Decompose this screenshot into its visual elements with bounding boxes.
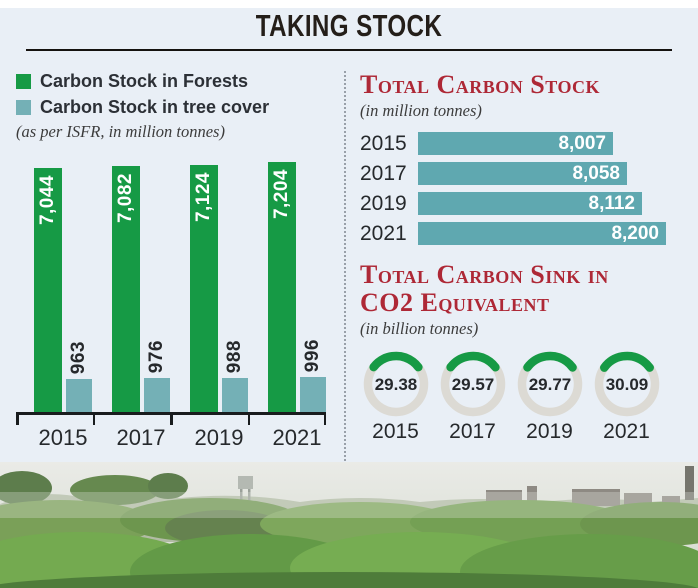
treecover-bar: 996 xyxy=(300,339,326,413)
donut-ring: 29.57 xyxy=(440,351,505,417)
stock-bar-row: 2017 8,058 xyxy=(360,161,690,186)
stock-year-label: 2017 xyxy=(360,161,407,185)
treecover-bar: 988 xyxy=(222,340,248,413)
stock-year-label: 2015 xyxy=(360,131,407,155)
axis-tick xyxy=(170,415,173,426)
bush xyxy=(0,572,698,588)
donut-gauge: 29.77 2019 xyxy=(514,349,585,444)
forest-bar: 7,204 xyxy=(268,162,296,413)
donut-value: 30.09 xyxy=(605,375,648,394)
donut-year-label: 2015 xyxy=(372,420,419,444)
forest-bar-value: 7,204 xyxy=(271,169,292,220)
treecover-bar: 963 xyxy=(66,341,92,413)
sink-title-line2: CO2 Equivalent xyxy=(360,288,550,318)
forest-bar: 7,124 xyxy=(190,165,218,413)
donut-ring: 30.09 xyxy=(594,351,659,417)
stock-bar: 8,007 xyxy=(418,132,613,156)
donut-ring: 29.77 xyxy=(517,351,582,417)
stock-bar: 8,058 xyxy=(418,162,627,186)
sink-title-line1: Total Carbon Sink in xyxy=(360,260,609,290)
forest-photo xyxy=(0,462,698,588)
isfr-note: (as per ISFR, in million tonnes) xyxy=(16,122,225,142)
donut-year-label: 2019 xyxy=(526,420,573,444)
axis-tick xyxy=(92,415,95,426)
title-underline xyxy=(26,49,672,51)
legend-item-treecover: Carbon Stock in tree cover xyxy=(16,97,338,118)
donut-value: 29.57 xyxy=(451,375,494,394)
stock-bar: 8,112 xyxy=(418,192,642,216)
legend-item-forests: Carbon Stock in Forests xyxy=(16,71,338,92)
stock-bar-row: 2019 8,112 xyxy=(360,191,690,216)
bar-group-2015: 7,044 963 xyxy=(34,168,92,413)
haze xyxy=(0,492,698,518)
donut-value: 29.77 xyxy=(528,375,571,394)
stock-bar-value: 8,058 xyxy=(572,162,620,184)
treecover-bar-value: 976 xyxy=(146,340,167,374)
donut-ring: 29.38 xyxy=(363,351,428,417)
donut-gauge: 30.09 2021 xyxy=(591,349,662,444)
forest-bar-value: 7,044 xyxy=(37,175,58,226)
axis-tick xyxy=(323,415,326,426)
forest-bar: 7,082 xyxy=(112,166,140,413)
grouped-bar-chart: 7,044 963 7,082 976 7,124 988 7,204 996 xyxy=(16,162,326,413)
treecover-swatch xyxy=(16,99,31,115)
tree xyxy=(70,475,160,505)
treecover-bar: 976 xyxy=(144,340,170,413)
legend-label-forests: Carbon Stock in Forests xyxy=(40,71,249,91)
year-label: 2021 xyxy=(272,425,322,451)
forest-bar-value: 7,082 xyxy=(115,173,136,224)
year-label: 2017 xyxy=(116,425,166,451)
donut-year-label: 2017 xyxy=(449,420,496,444)
year-label: 2019 xyxy=(194,425,244,451)
tree xyxy=(0,471,52,505)
water-tower xyxy=(238,476,253,505)
hbar-chart: 2015 8,007 2017 8,058 2019 8,112 2021 8,200 xyxy=(360,131,690,246)
treecover-bar-value: 996 xyxy=(302,339,323,373)
bar-group-2017: 7,082 976 xyxy=(112,166,170,413)
grouped-bar-panel: Carbon Stock in Forests Carbon Stock in … xyxy=(16,71,338,465)
right-panel: Total Carbon Stock (in million tonnes) 2… xyxy=(344,70,690,465)
stock-bar-value: 8,112 xyxy=(588,192,636,214)
stock-bar-value: 8,007 xyxy=(558,132,606,154)
stock-unit-note: (in million tonnes) xyxy=(360,101,482,121)
legend: Carbon Stock in Forests Carbon Stock in … xyxy=(16,71,338,117)
legend-label-treecover: Carbon Stock in tree cover xyxy=(40,96,270,117)
bar-group-2021: 7,204 996 xyxy=(268,162,326,413)
stock-year-label: 2019 xyxy=(360,191,407,215)
treecover-bar-value: 988 xyxy=(224,340,245,374)
donut-value: 29.38 xyxy=(374,375,417,394)
donut-gauge: 29.57 2017 xyxy=(437,349,508,444)
forests-swatch xyxy=(16,73,31,89)
year-label: 2015 xyxy=(38,425,88,451)
carbon-sink-title: Total Carbon Sink in CO2 Equivalent xyxy=(360,261,690,317)
x-axis-labels: 2015 2017 2019 2021 xyxy=(16,425,326,451)
stock-bar: 8,200 xyxy=(418,222,666,246)
stock-bar-row: 2021 8,200 xyxy=(360,221,690,246)
stock-year-label: 2021 xyxy=(360,221,407,245)
forest-bar-value: 7,124 xyxy=(193,172,214,223)
sink-unit-note: (in billion tonnes) xyxy=(360,319,479,339)
content: Carbon Stock in Forests Carbon Stock in … xyxy=(0,51,698,465)
header: TAKING STOCK xyxy=(0,0,698,51)
axis-tick xyxy=(16,415,19,426)
page-title: TAKING STOCK xyxy=(255,8,443,43)
canopy xyxy=(410,500,630,544)
tree xyxy=(148,473,188,499)
donut-gauge-row: 29.38 2015 29.57 2017 29.77 2019 30.09 2021 xyxy=(360,349,690,444)
x-axis xyxy=(16,412,326,426)
forest-bar: 7,044 xyxy=(34,168,62,413)
bar-group-2019: 7,124 988 xyxy=(190,165,248,413)
total-carbon-stock-title: Total Carbon Stock xyxy=(360,70,600,99)
stock-bar-row: 2015 8,007 xyxy=(360,131,690,156)
donut-gauge: 29.38 2015 xyxy=(360,349,431,444)
treecover-bar-value: 963 xyxy=(68,341,89,375)
donut-year-label: 2021 xyxy=(603,420,650,444)
axis-tick xyxy=(247,415,250,426)
stock-bar-value: 8,200 xyxy=(611,222,659,244)
